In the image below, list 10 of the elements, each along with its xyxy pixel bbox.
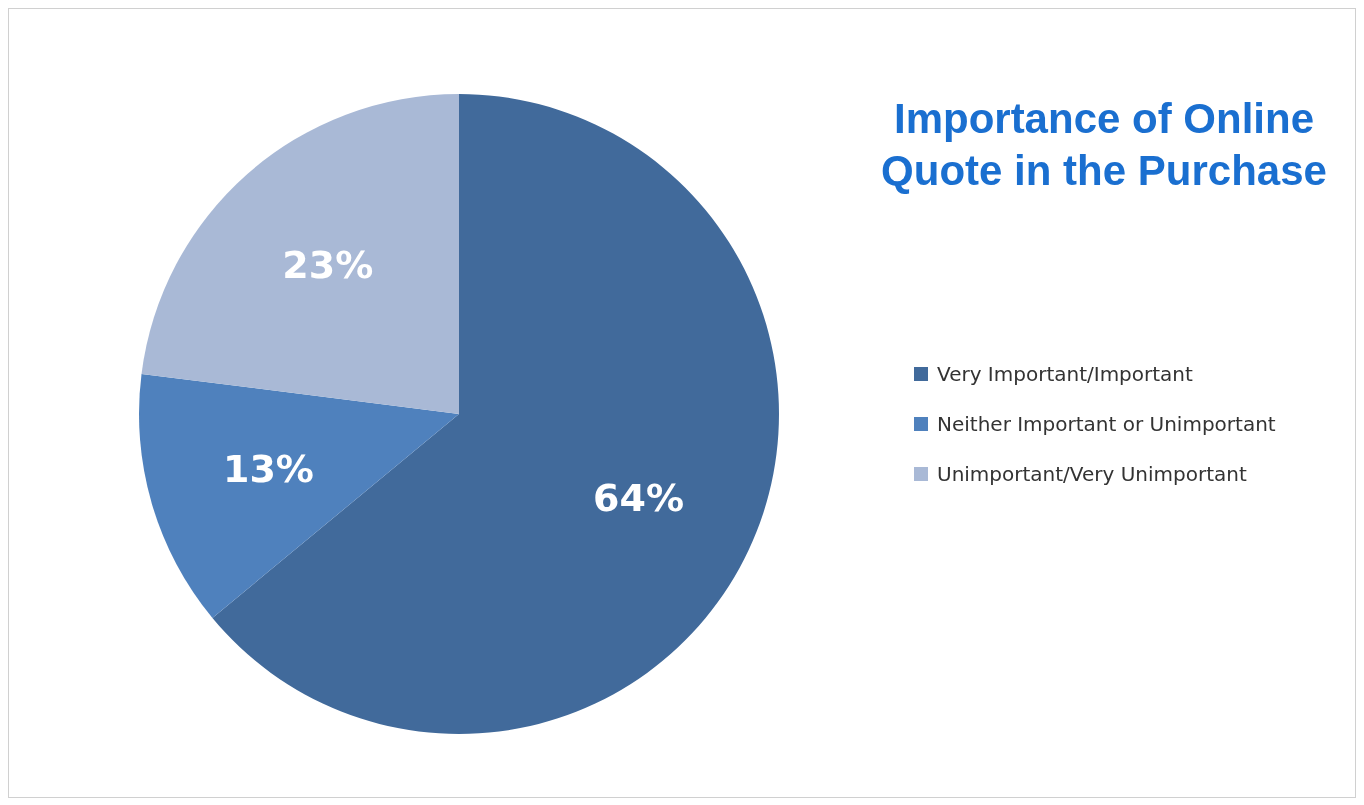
data-label: 13% bbox=[222, 447, 314, 492]
legend-label: Unimportant/Very Unimportant bbox=[937, 462, 1247, 486]
legend-label: Very Important/Important bbox=[937, 362, 1193, 386]
data-label: 23% bbox=[282, 243, 374, 288]
data-label: 64% bbox=[593, 476, 684, 521]
legend-label: Neither Important or Unimportant bbox=[937, 412, 1276, 436]
pie-slice bbox=[141, 94, 459, 414]
pie-slice bbox=[139, 373, 459, 618]
text: Importance of Online Quote in the Purchase bbox=[880, 94, 1328, 196]
pie-slice bbox=[212, 94, 779, 734]
